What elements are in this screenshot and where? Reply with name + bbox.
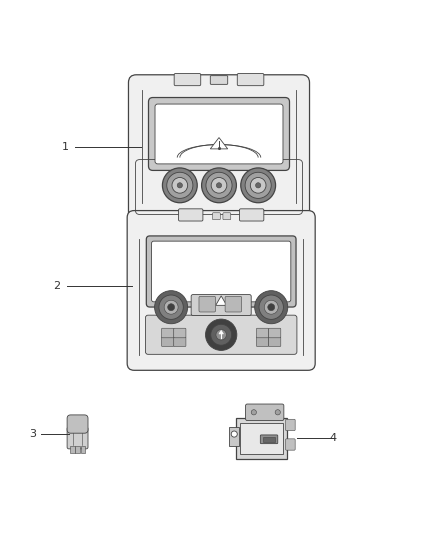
FancyBboxPatch shape — [191, 295, 251, 316]
Circle shape — [259, 295, 283, 319]
FancyBboxPatch shape — [81, 446, 85, 453]
Circle shape — [211, 324, 232, 345]
FancyBboxPatch shape — [174, 328, 186, 338]
FancyBboxPatch shape — [237, 74, 264, 86]
FancyBboxPatch shape — [127, 211, 315, 370]
FancyBboxPatch shape — [162, 337, 174, 346]
FancyBboxPatch shape — [240, 423, 283, 454]
Circle shape — [255, 183, 261, 188]
FancyBboxPatch shape — [162, 328, 174, 338]
Circle shape — [172, 177, 187, 193]
FancyBboxPatch shape — [152, 241, 291, 302]
Polygon shape — [215, 296, 226, 305]
FancyBboxPatch shape — [268, 337, 281, 346]
FancyBboxPatch shape — [199, 296, 215, 312]
Circle shape — [159, 295, 184, 319]
FancyBboxPatch shape — [212, 213, 220, 220]
Circle shape — [254, 290, 288, 324]
FancyBboxPatch shape — [75, 446, 80, 453]
Circle shape — [275, 410, 280, 415]
Text: 1: 1 — [62, 142, 69, 152]
Circle shape — [251, 177, 266, 193]
Text: 4: 4 — [329, 433, 336, 443]
Circle shape — [211, 177, 227, 193]
FancyBboxPatch shape — [174, 74, 201, 86]
FancyBboxPatch shape — [256, 337, 268, 346]
Circle shape — [245, 172, 271, 198]
Circle shape — [201, 168, 237, 203]
FancyBboxPatch shape — [155, 104, 283, 164]
FancyBboxPatch shape — [236, 418, 287, 459]
FancyBboxPatch shape — [268, 328, 281, 338]
FancyBboxPatch shape — [146, 236, 296, 307]
FancyBboxPatch shape — [225, 296, 242, 312]
Circle shape — [167, 172, 193, 198]
Circle shape — [241, 168, 276, 203]
FancyBboxPatch shape — [179, 209, 203, 221]
Circle shape — [216, 329, 226, 340]
Text: 3: 3 — [29, 429, 36, 439]
FancyBboxPatch shape — [70, 446, 74, 453]
FancyBboxPatch shape — [210, 76, 228, 84]
Circle shape — [177, 183, 183, 188]
FancyBboxPatch shape — [145, 315, 297, 354]
Circle shape — [168, 304, 175, 311]
Circle shape — [162, 168, 197, 203]
Circle shape — [264, 300, 278, 314]
FancyBboxPatch shape — [67, 427, 88, 449]
FancyBboxPatch shape — [67, 415, 88, 433]
Circle shape — [268, 304, 275, 311]
FancyBboxPatch shape — [229, 426, 240, 446]
Circle shape — [216, 183, 222, 188]
FancyBboxPatch shape — [286, 439, 295, 450]
FancyBboxPatch shape — [246, 404, 284, 421]
FancyBboxPatch shape — [128, 75, 310, 219]
Circle shape — [155, 290, 187, 324]
FancyBboxPatch shape — [256, 328, 268, 338]
FancyBboxPatch shape — [148, 98, 290, 171]
Polygon shape — [219, 330, 223, 334]
FancyBboxPatch shape — [260, 435, 278, 443]
Circle shape — [231, 431, 237, 437]
Circle shape — [164, 300, 178, 314]
FancyBboxPatch shape — [263, 437, 275, 442]
FancyBboxPatch shape — [174, 337, 186, 346]
Circle shape — [205, 319, 237, 350]
Polygon shape — [210, 138, 228, 149]
Text: 2: 2 — [53, 281, 60, 291]
Circle shape — [206, 172, 232, 198]
FancyBboxPatch shape — [223, 213, 231, 220]
Circle shape — [251, 410, 256, 415]
FancyBboxPatch shape — [240, 209, 264, 221]
FancyBboxPatch shape — [286, 419, 295, 431]
